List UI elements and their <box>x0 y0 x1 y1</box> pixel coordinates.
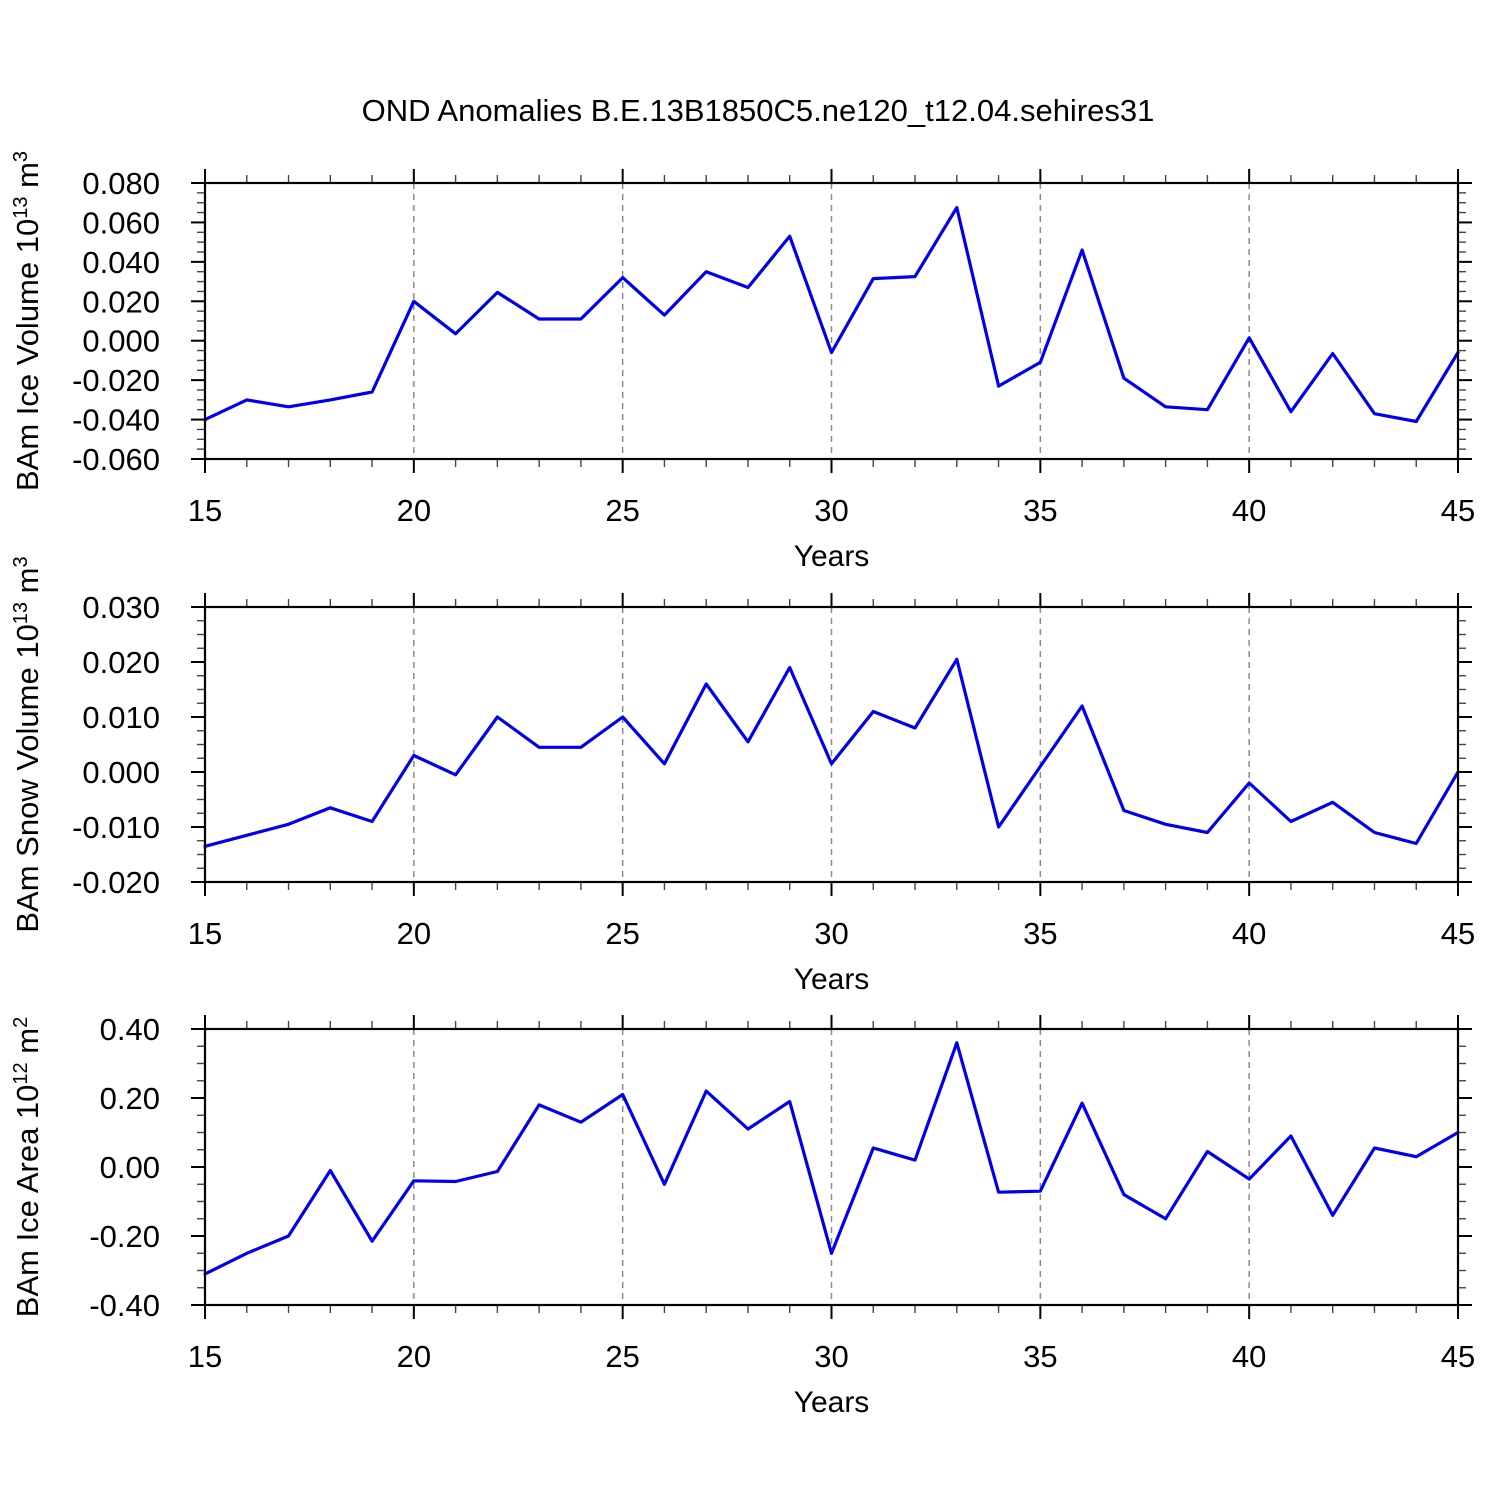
panel-1-x-tick-label: 25 <box>605 493 639 528</box>
panel-1-y-tick-label: -0.060 <box>72 442 160 477</box>
panel-3-y-tick-label: 0.40 <box>100 1012 160 1047</box>
panel-1-series-line <box>203 206 1460 424</box>
panel-2-x-tick-label: 40 <box>1232 916 1266 951</box>
panel-2-series-line <box>203 657 1460 848</box>
panel-1-y-axis-title-text: BAm Ice Volume 10 <box>10 219 45 491</box>
panel-1-y-tick-label: -0.040 <box>72 403 160 438</box>
panel-2-x-tick-label: 45 <box>1441 916 1475 951</box>
panel-3-y-tick-label: -0.20 <box>89 1219 160 1254</box>
panel-1-border <box>203 181 1460 461</box>
panel-1-x-tick-label: 20 <box>397 493 431 528</box>
panel-3-border <box>203 1027 1460 1307</box>
panel-2-x-tick-label: 20 <box>397 916 431 951</box>
panel-2-y-axis-title: BAm Snow Volume 1013 m3 <box>10 556 45 932</box>
panel-2-border <box>203 605 1460 884</box>
panel-1-y-tick-label: -0.020 <box>72 363 160 398</box>
panel-3-x-tick-label: 45 <box>1441 1339 1475 1374</box>
panel-2-x-axis-title: Years <box>794 963 870 996</box>
panel-1-y-tick-label: 0.040 <box>82 245 160 280</box>
panel-2-y-axis-title-text: m <box>10 567 45 601</box>
chart-title: OND Anomalies B.E.13B1850C5.ne120_t12.04… <box>361 93 1155 128</box>
panel-1-x-tick-label: 40 <box>1232 493 1266 528</box>
panel-3-y-tick-label: 0.00 <box>100 1150 160 1185</box>
panel-3-x-tick-label: 20 <box>397 1339 431 1374</box>
panel-2-y-tick-label: 0.010 <box>82 700 160 735</box>
panel-1-y-tick-label: 0.020 <box>82 284 160 319</box>
panel-1-y-axis-title-sup: 13 <box>10 197 32 219</box>
panel-1-y-axis-title-sup: 3 <box>10 151 32 162</box>
panel-3-x-axis-title: Years <box>794 1386 870 1419</box>
panel-3-y-tick-label: -0.40 <box>89 1288 160 1323</box>
panel-1-y-tick-label: 0.000 <box>82 324 160 359</box>
panel-3-x-tick-label: 15 <box>188 1339 222 1374</box>
panel-1-y-axis-title-text: m <box>10 162 45 196</box>
panel-1-x-tick-label: 45 <box>1441 493 1475 528</box>
panel-2-y-axis-title-text: BAm Snow Volume 10 <box>10 624 45 932</box>
panel-1-x-axis-title: Years <box>794 540 870 573</box>
panel-2-y-axis-title-sup: 13 <box>10 602 32 624</box>
panel-1-y-tick-label: 0.060 <box>82 205 160 240</box>
panel-3-y-axis-title-sup: 12 <box>10 1062 32 1084</box>
panel-2-y-axis-title-sup: 3 <box>10 556 32 567</box>
panel-3-y-axis-title-sup: 2 <box>10 1017 32 1028</box>
panel-3-y-tick-label: 0.20 <box>100 1081 160 1116</box>
panel-3-y-axis-title: BAm Ice Area 1012 m2 <box>10 1017 45 1317</box>
panel-3-x-tick-label: 40 <box>1232 1339 1266 1374</box>
panel-2-x-tick-label: 35 <box>1023 916 1057 951</box>
panel-3-series-line <box>203 1041 1460 1276</box>
panel-1-y-tick-label: 0.080 <box>82 166 160 201</box>
panel-2-x-tick-label: 25 <box>605 916 639 951</box>
panel-2-y-tick-label: 0.000 <box>82 755 160 790</box>
panel-1-x-tick-label: 15 <box>188 493 222 528</box>
panel-2-y-tick-label: -0.020 <box>72 865 160 900</box>
panel-2-x-tick-label: 15 <box>188 916 222 951</box>
panel-2-y-tick-label: 0.020 <box>82 645 160 680</box>
panel-1-y-axis-title: BAm Ice Volume 1013 m3 <box>10 151 45 491</box>
panel-3-x-tick-label: 25 <box>605 1339 639 1374</box>
panel-2-y-tick-label: 0.030 <box>82 590 160 625</box>
panel-3-y-axis-title-text: m <box>10 1028 45 1062</box>
panel-2-x-tick-label: 30 <box>814 916 848 951</box>
panel-2-y-tick-label: -0.010 <box>72 810 160 845</box>
panel-1-x-tick-label: 35 <box>1023 493 1057 528</box>
panel-3-y-axis-title-text: BAm Ice Area 10 <box>10 1085 45 1318</box>
panel-3-x-tick-label: 30 <box>814 1339 848 1374</box>
panel-3-x-tick-label: 35 <box>1023 1339 1057 1374</box>
panel-1-x-tick-label: 30 <box>814 493 848 528</box>
